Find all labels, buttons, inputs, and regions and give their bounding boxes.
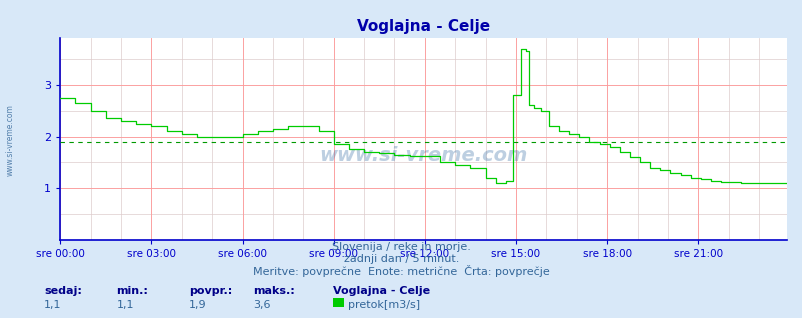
Title: Voglajna - Celje: Voglajna - Celje xyxy=(357,19,489,34)
Text: 3,6: 3,6 xyxy=(253,301,270,310)
Text: 1,1: 1,1 xyxy=(44,301,62,310)
Text: www.si-vreme.com: www.si-vreme.com xyxy=(319,146,527,165)
Text: 1,9: 1,9 xyxy=(188,301,206,310)
Text: sedaj:: sedaj: xyxy=(44,286,82,296)
Text: 1,1: 1,1 xyxy=(116,301,134,310)
Text: maks.:: maks.: xyxy=(253,286,294,296)
Text: Voglajna - Celje: Voglajna - Celje xyxy=(333,286,430,296)
Text: povpr.:: povpr.: xyxy=(188,286,232,296)
Text: min.:: min.: xyxy=(116,286,148,296)
Text: pretok[m3/s]: pretok[m3/s] xyxy=(347,301,419,310)
Text: www.si-vreme.com: www.si-vreme.com xyxy=(6,104,15,176)
Text: zadnji dan / 5 minut.: zadnji dan / 5 minut. xyxy=(343,254,459,264)
Text: Slovenija / reke in morje.: Slovenija / reke in morje. xyxy=(332,242,470,252)
Text: Meritve: povprečne  Enote: metrične  Črta: povprečje: Meritve: povprečne Enote: metrične Črta:… xyxy=(253,265,549,277)
